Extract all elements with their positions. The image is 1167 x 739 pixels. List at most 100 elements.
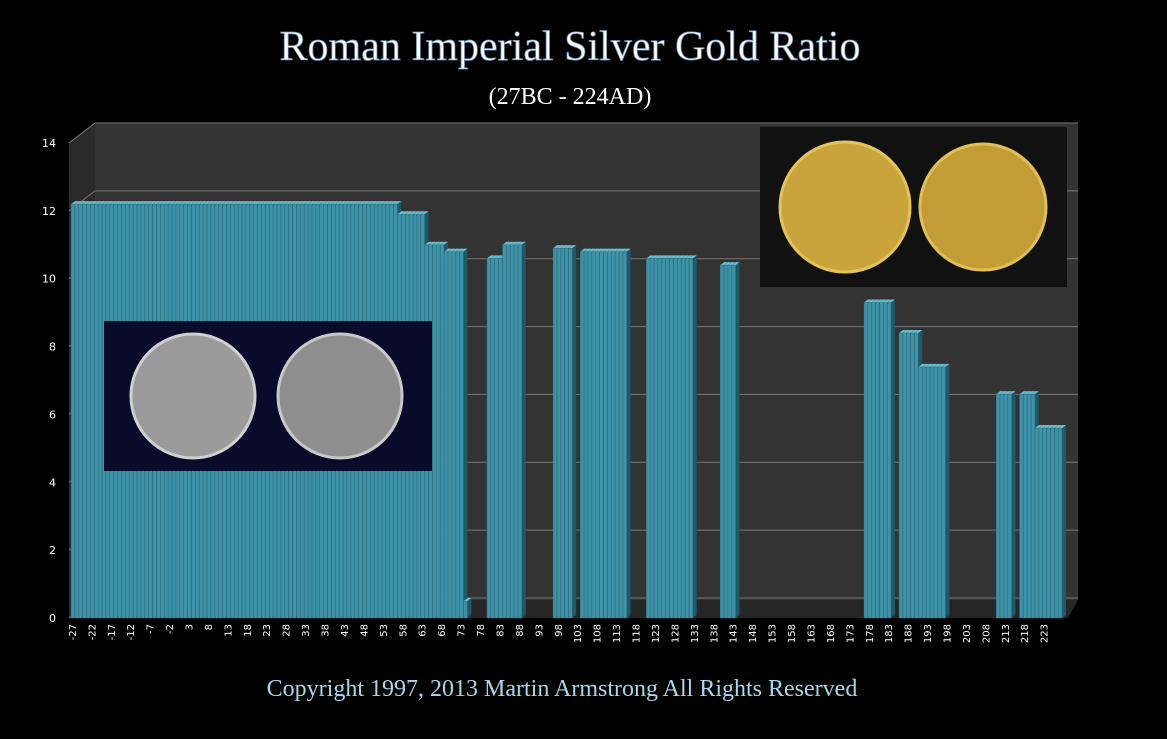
bar	[568, 247, 573, 619]
bar	[910, 332, 915, 619]
bar-top	[1050, 425, 1059, 428]
x-tick-label: 38	[321, 624, 332, 637]
bar	[463, 600, 468, 619]
y-tick-label: 0	[49, 612, 56, 625]
x-tick-label: 153	[768, 624, 779, 643]
bar	[1023, 393, 1028, 619]
bar-top	[144, 201, 153, 205]
x-tick-label: 188	[904, 624, 915, 643]
bar-top	[599, 248, 608, 252]
bar-top	[354, 201, 363, 205]
bar	[669, 258, 674, 619]
x-tick-label: -17	[107, 624, 118, 640]
bar	[731, 264, 736, 619]
x-tick-label: 88	[515, 624, 526, 637]
bar	[653, 258, 659, 619]
bar	[502, 244, 507, 619]
bar-top	[82, 201, 91, 205]
bar	[661, 258, 666, 619]
bar-top	[121, 201, 130, 205]
bar-side	[692, 255, 697, 618]
bar-top	[669, 255, 678, 259]
x-tick-label: 93	[534, 624, 545, 637]
bar-top	[1019, 391, 1028, 395]
x-tick-label: 3	[185, 624, 196, 630]
bar	[1054, 427, 1059, 619]
bar-top	[148, 201, 157, 205]
bar-group	[1058, 425, 1067, 619]
bar-top	[133, 201, 141, 205]
bar-top	[502, 241, 511, 245]
x-tick-label: 118	[632, 624, 643, 643]
bar-top	[926, 363, 934, 367]
x-tick-label: 53	[379, 624, 390, 637]
bar-top	[362, 201, 371, 205]
chart-subtitle: (27BC - 224AD)	[489, 84, 652, 110]
bar-top	[930, 363, 938, 367]
bar-top	[591, 248, 600, 252]
bar	[887, 302, 892, 619]
bar-top	[444, 248, 452, 252]
bar-top	[129, 201, 137, 205]
bar-top	[335, 201, 344, 205]
x-tick-label: 138	[709, 624, 720, 643]
bar	[1003, 393, 1008, 619]
bar	[510, 244, 515, 619]
bar-top	[424, 241, 433, 245]
bar-top	[934, 363, 942, 367]
bar-top	[284, 201, 293, 205]
bar-top	[910, 330, 919, 333]
bar-top	[370, 201, 378, 205]
bar-top	[646, 255, 654, 259]
bar-group	[517, 241, 526, 619]
bar-top	[98, 201, 106, 205]
bar-top	[214, 201, 223, 205]
bar	[98, 203, 103, 619]
bar	[1058, 427, 1063, 619]
bar	[1042, 427, 1047, 619]
bar-top	[553, 245, 561, 249]
bar-top	[269, 201, 277, 205]
x-tick-label: 198	[942, 624, 953, 643]
bar-top	[160, 201, 169, 205]
bar	[902, 332, 907, 619]
bar-top	[902, 330, 911, 333]
bar-top	[273, 201, 281, 205]
silver-coin-image	[104, 321, 432, 471]
bar-top	[654, 255, 662, 259]
bar	[1050, 427, 1055, 619]
bar-top	[409, 211, 417, 215]
bar	[723, 264, 728, 619]
bar-top	[611, 248, 620, 252]
bar-side	[572, 245, 577, 618]
bar	[875, 302, 880, 619]
bar	[657, 258, 662, 619]
bar-top	[156, 201, 165, 205]
bar-top	[292, 201, 301, 205]
x-tick-label: -2	[165, 624, 176, 634]
bar	[494, 258, 499, 619]
bar-top	[615, 248, 623, 252]
bar-top	[401, 211, 410, 215]
bar-top	[137, 201, 145, 205]
bar-top	[343, 201, 351, 205]
bar	[86, 203, 91, 619]
x-tick-label: 223	[1040, 624, 1051, 643]
bar	[615, 251, 620, 619]
bar	[929, 366, 934, 619]
bar	[90, 203, 95, 619]
bar	[906, 332, 911, 619]
x-tick-label: 48	[359, 624, 370, 637]
bar-top	[506, 241, 515, 245]
copyright: Copyright 1997, 2013 Martin Armstrong Al…	[267, 676, 858, 702]
bar	[871, 302, 876, 619]
x-tick-label: 193	[923, 624, 934, 643]
bar-top	[203, 201, 211, 205]
x-tick-label: 73	[457, 624, 468, 637]
bar-side	[626, 248, 631, 619]
bar	[1046, 427, 1051, 619]
bar	[1034, 427, 1039, 619]
bar-top	[179, 201, 188, 205]
bar-top	[448, 248, 456, 252]
bar-top	[452, 248, 460, 252]
